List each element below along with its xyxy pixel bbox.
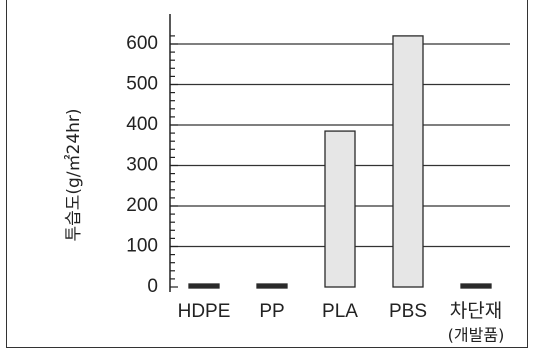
y-axis: [169, 14, 178, 292]
bar-차단재: [460, 283, 492, 289]
x-category-label: PLA: [322, 301, 358, 322]
bar-HDPE: [188, 283, 220, 289]
bars: [188, 35, 492, 289]
bar-PBS: [392, 35, 424, 288]
y-tick-label-0: 0: [147, 276, 158, 297]
x-category-label: HDPE: [178, 301, 231, 322]
x-category-label: PP: [259, 301, 284, 322]
x-category-label: PBS: [389, 301, 427, 322]
y-tick-label-300: 300: [126, 155, 158, 176]
x-category-labels: HDPE PP PLA PBS 차단재 (개발품): [178, 300, 505, 344]
y-tick-label-100: 100: [126, 236, 158, 257]
y-tick-label-500: 500: [126, 74, 158, 95]
y-axis-label: 투습도(g/㎡24hr): [64, 108, 84, 241]
bar-PP: [256, 283, 288, 289]
x-category-sublabel: (개발품): [448, 326, 505, 345]
y-tick-label-400: 400: [126, 114, 158, 135]
chart-frame: [6, 0, 528, 348]
x-category-label: 차단재: [450, 300, 502, 322]
y-tick-label-200: 200: [126, 195, 158, 216]
y-tick-label-600: 600: [126, 33, 158, 54]
y-tick-labels: 0 100 200 300 400 500 600: [126, 33, 158, 297]
bar-PLA: [324, 130, 356, 288]
